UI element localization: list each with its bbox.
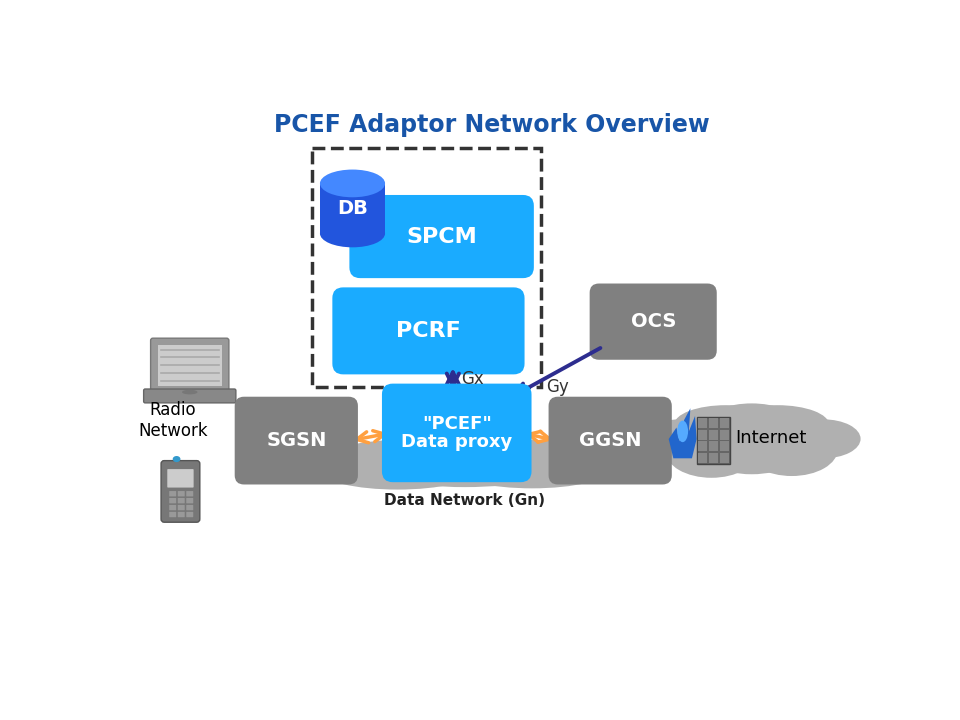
Text: SGSN: SGSN [266,431,326,450]
Bar [698,430,708,440]
FancyBboxPatch shape [349,195,534,278]
Ellipse shape [665,425,757,478]
Bar [697,418,730,464]
Ellipse shape [642,419,717,459]
Text: Data proxy: Data proxy [401,433,513,451]
Text: Internet: Internet [735,429,806,447]
Text: Gy: Gy [546,378,569,396]
Ellipse shape [746,423,838,476]
Ellipse shape [421,439,594,466]
Bar [709,418,718,428]
Bar [320,184,385,233]
Text: PCRF: PCRF [396,321,461,341]
FancyBboxPatch shape [382,384,532,482]
Text: "PCEF": "PCEF" [421,415,492,433]
FancyBboxPatch shape [151,338,228,393]
FancyBboxPatch shape [178,505,184,510]
FancyBboxPatch shape [161,461,200,522]
Text: DB: DB [337,199,368,218]
Text: Gx: Gx [461,370,484,388]
Bar [720,418,730,428]
Ellipse shape [522,449,647,476]
Bar [698,418,708,428]
Bar [709,453,718,463]
FancyBboxPatch shape [332,287,524,374]
Ellipse shape [282,449,407,476]
FancyBboxPatch shape [186,491,193,496]
Text: PCEF Adaptor Network Overview: PCEF Adaptor Network Overview [275,113,709,138]
Polygon shape [669,408,697,459]
Ellipse shape [335,439,508,466]
FancyBboxPatch shape [178,512,184,517]
Bar [720,441,730,451]
Ellipse shape [182,390,198,395]
Ellipse shape [708,403,795,438]
FancyBboxPatch shape [589,284,717,360]
Text: GGSN: GGSN [579,431,641,450]
Bar [709,430,718,440]
Text: Data Network (Gn): Data Network (Gn) [384,493,545,508]
Ellipse shape [173,456,180,462]
Ellipse shape [786,419,860,459]
Ellipse shape [674,405,778,444]
Text: OCS: OCS [631,312,676,331]
FancyBboxPatch shape [169,505,177,510]
FancyBboxPatch shape [178,498,184,503]
FancyBboxPatch shape [169,498,177,503]
Text: SPCM: SPCM [406,227,477,246]
Ellipse shape [455,451,609,488]
Ellipse shape [321,453,474,490]
Ellipse shape [726,405,829,444]
FancyBboxPatch shape [169,512,177,517]
Ellipse shape [320,169,385,197]
FancyBboxPatch shape [186,498,193,503]
FancyBboxPatch shape [186,505,193,510]
FancyBboxPatch shape [548,397,672,485]
FancyBboxPatch shape [186,512,193,517]
Ellipse shape [691,407,812,474]
FancyBboxPatch shape [157,345,222,386]
FancyBboxPatch shape [144,389,236,403]
Ellipse shape [677,420,688,442]
Bar [709,441,718,451]
Bar [698,453,708,463]
FancyBboxPatch shape [167,469,194,487]
Text: Radio
Network: Radio Network [138,401,207,440]
Bar [720,430,730,440]
FancyBboxPatch shape [234,397,358,485]
Bar [312,148,540,387]
FancyBboxPatch shape [169,491,177,496]
Bar [698,441,708,451]
FancyBboxPatch shape [178,491,184,496]
Bar [720,453,730,463]
Ellipse shape [393,438,537,462]
Ellipse shape [364,441,565,487]
Ellipse shape [320,220,385,248]
